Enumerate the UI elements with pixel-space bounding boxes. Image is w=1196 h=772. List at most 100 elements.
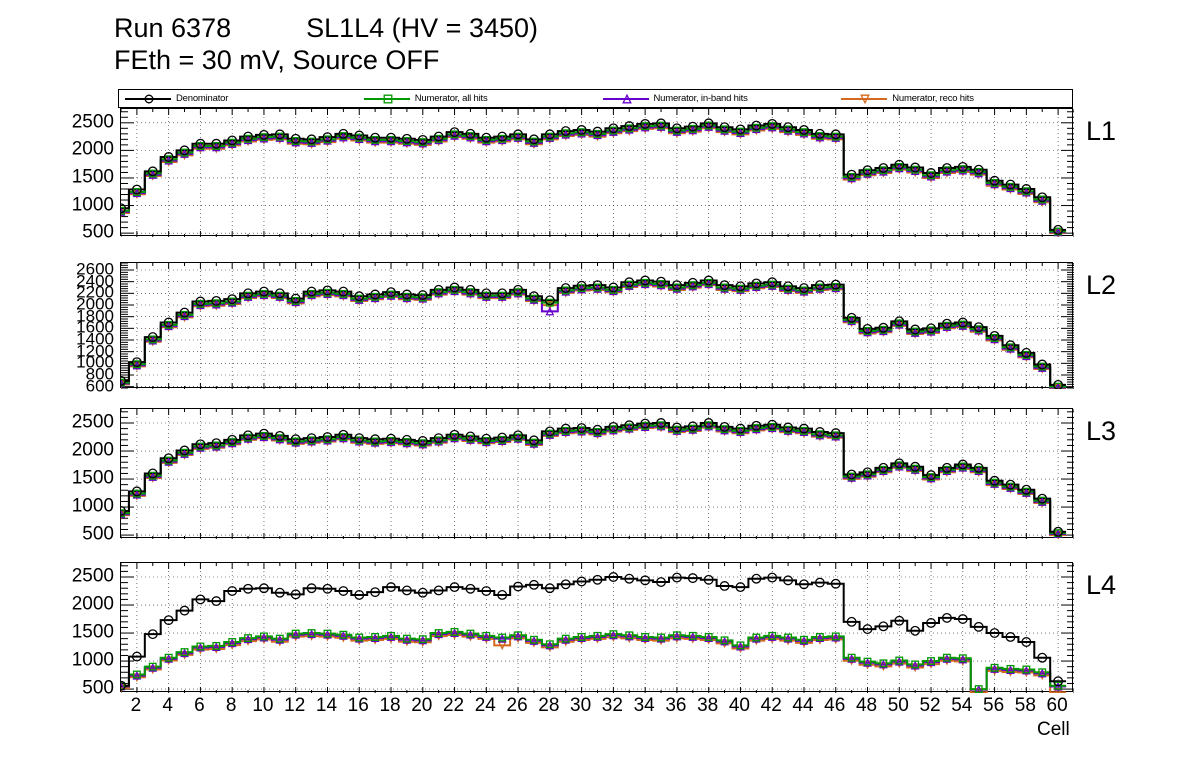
data-point-triangle-up <box>121 378 126 388</box>
data-point-circle <box>544 295 555 306</box>
data-point-circle <box>957 459 968 470</box>
data-point-square <box>974 685 983 693</box>
data-point-triangle-up <box>958 654 968 664</box>
data-point-circle <box>608 421 619 432</box>
data-point-triangle-up <box>339 631 348 640</box>
data-point-triangle-up <box>799 636 809 645</box>
y-tick-label: 2000 <box>76 294 114 314</box>
data-point-circle <box>179 605 190 616</box>
panel-canvas-l4 <box>121 563 1074 693</box>
data-point-circle <box>814 427 825 437</box>
data-point-square <box>752 633 761 642</box>
data-point-square <box>307 629 316 637</box>
data-point-triangle-up <box>561 635 571 644</box>
x-tick-label: 34 <box>633 695 655 716</box>
plot-panel-l3 <box>120 408 1074 539</box>
legend-marker-square-icon <box>383 94 393 103</box>
data-point-circle <box>433 585 444 596</box>
data-point-circle <box>671 422 682 433</box>
x-tick-label: 56 <box>983 695 1005 716</box>
y-tick-label: 2500 <box>71 111 114 133</box>
data-point-circle <box>783 422 794 433</box>
data-point-circle <box>306 583 317 594</box>
data-point-circle <box>799 423 809 434</box>
data-point-circle <box>481 132 492 143</box>
plot-title-block: Run 6378 SL1L4 (HV = 3450) FEth = 30 mV,… <box>114 12 538 76</box>
data-point-circle <box>227 135 238 146</box>
data-point-square <box>545 640 554 649</box>
data-point-circle <box>592 424 603 435</box>
y-tick-label: 500 <box>82 523 114 545</box>
series-line-circle <box>121 422 1067 533</box>
x-tick-label: 46 <box>824 695 846 716</box>
data-point-triangle-up <box>1037 363 1047 372</box>
data-point-circle <box>989 330 1000 341</box>
data-point-triangle-up <box>1021 488 1031 497</box>
data-point-circle <box>322 132 333 143</box>
data-point-circle <box>830 578 841 589</box>
data-point-triangle-up <box>211 642 221 652</box>
data-point-circle <box>735 423 746 434</box>
data-point-triangle-up <box>672 631 682 641</box>
data-point-triangle-up <box>879 326 888 336</box>
data-point-square <box>418 635 427 644</box>
data-point-square <box>323 629 332 638</box>
data-point-square <box>847 653 856 662</box>
data-point-circle <box>449 582 460 593</box>
plot-panel-l1 <box>120 108 1074 237</box>
y-tick-label: 1000 <box>76 352 114 372</box>
data-point-triangle-up <box>402 635 412 644</box>
data-point-circle <box>433 284 444 295</box>
data-point-square <box>371 633 380 641</box>
legend-marker-circle-icon <box>144 94 154 103</box>
data-point-circle <box>846 469 857 480</box>
data-point-circle <box>1005 632 1016 642</box>
data-point-triangle-up <box>545 306 555 316</box>
x-axis-tick-labels: 2 4 6 8 10 12 14 16 18 20 22 24 26 28 30 32 34 36 38 40 42 44… <box>120 696 1073 720</box>
data-point-triangle-up <box>180 648 189 658</box>
data-point-circle <box>1053 224 1064 235</box>
series-line-triangle-down <box>121 426 1067 537</box>
legend-swatch-triangle-down <box>841 93 888 105</box>
data-point-triangle-up <box>121 509 126 519</box>
data-point-square <box>863 657 872 666</box>
x-tick-label: 16 <box>347 695 369 716</box>
data-point-triangle-up <box>942 322 952 331</box>
data-point-triangle-up <box>958 462 968 472</box>
data-point-square <box>577 633 586 641</box>
x-tick-label: 8 <box>225 695 237 716</box>
x-tick-label: 36 <box>665 695 687 716</box>
legend-label: Numerator, reco hits <box>892 93 974 104</box>
data-point-triangle-up <box>879 466 888 476</box>
data-point-triangle-down <box>121 684 126 693</box>
data-point-triangle-up <box>926 473 936 483</box>
panel-label-l3: L3 <box>1086 416 1117 446</box>
data-point-circle <box>465 284 476 295</box>
data-point-square <box>641 633 650 641</box>
y-tick-label: 1000 <box>71 495 114 517</box>
data-point-circle <box>1037 493 1048 504</box>
data-point-circle <box>894 316 905 327</box>
data-point-circle <box>179 145 190 156</box>
data-point-triangle-up <box>513 631 523 641</box>
data-point-circle <box>211 596 222 607</box>
data-point-circle <box>322 285 333 296</box>
data-point-circle <box>973 462 984 473</box>
data-point-circle <box>1005 479 1016 490</box>
y-tick-label: 500 <box>82 677 114 699</box>
data-point-triangle-up <box>307 629 316 639</box>
data-point-triangle-up <box>974 325 984 335</box>
data-point-triangle-up <box>450 628 459 637</box>
data-point-circle <box>830 279 841 290</box>
data-point-circle <box>386 433 396 444</box>
data-point-circle <box>560 423 571 434</box>
data-point-square <box>1022 665 1031 674</box>
data-point-circle <box>703 418 714 428</box>
data-point-circle <box>703 275 714 286</box>
data-point-triangle-up <box>1053 681 1063 691</box>
title-line-threshold: FEth = 30 mV, Source OFF <box>114 45 440 75</box>
data-point-circle <box>163 152 174 162</box>
data-point-circle <box>386 582 396 593</box>
data-point-circle <box>656 577 666 588</box>
data-point-triangle-up <box>593 632 602 641</box>
